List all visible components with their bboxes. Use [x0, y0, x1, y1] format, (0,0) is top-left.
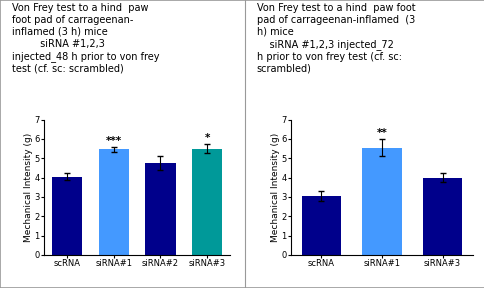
Bar	[362, 147, 401, 255]
Text: **: **	[376, 128, 387, 138]
Bar	[98, 149, 129, 255]
Bar	[301, 196, 340, 255]
Text: Von Frey test to a hind  paw foot
pad of carrageenan-inflamed  (3
h) mice
    si: Von Frey test to a hind paw foot pad of …	[256, 3, 414, 74]
Bar	[52, 177, 82, 255]
Text: *: *	[204, 133, 209, 143]
Y-axis label: Mechanical Intensity (g): Mechanical Intensity (g)	[24, 132, 32, 242]
Bar	[192, 149, 222, 255]
Bar	[145, 163, 175, 255]
Bar	[422, 177, 461, 255]
Text: Von Frey test to a hind  paw
foot pad of carrageenan-
inflamed (3 h) mice
      : Von Frey test to a hind paw foot pad of …	[12, 3, 159, 74]
Text: ***: ***	[106, 136, 121, 146]
Y-axis label: Mechanical Intensity (g): Mechanical Intensity (g)	[271, 132, 279, 242]
